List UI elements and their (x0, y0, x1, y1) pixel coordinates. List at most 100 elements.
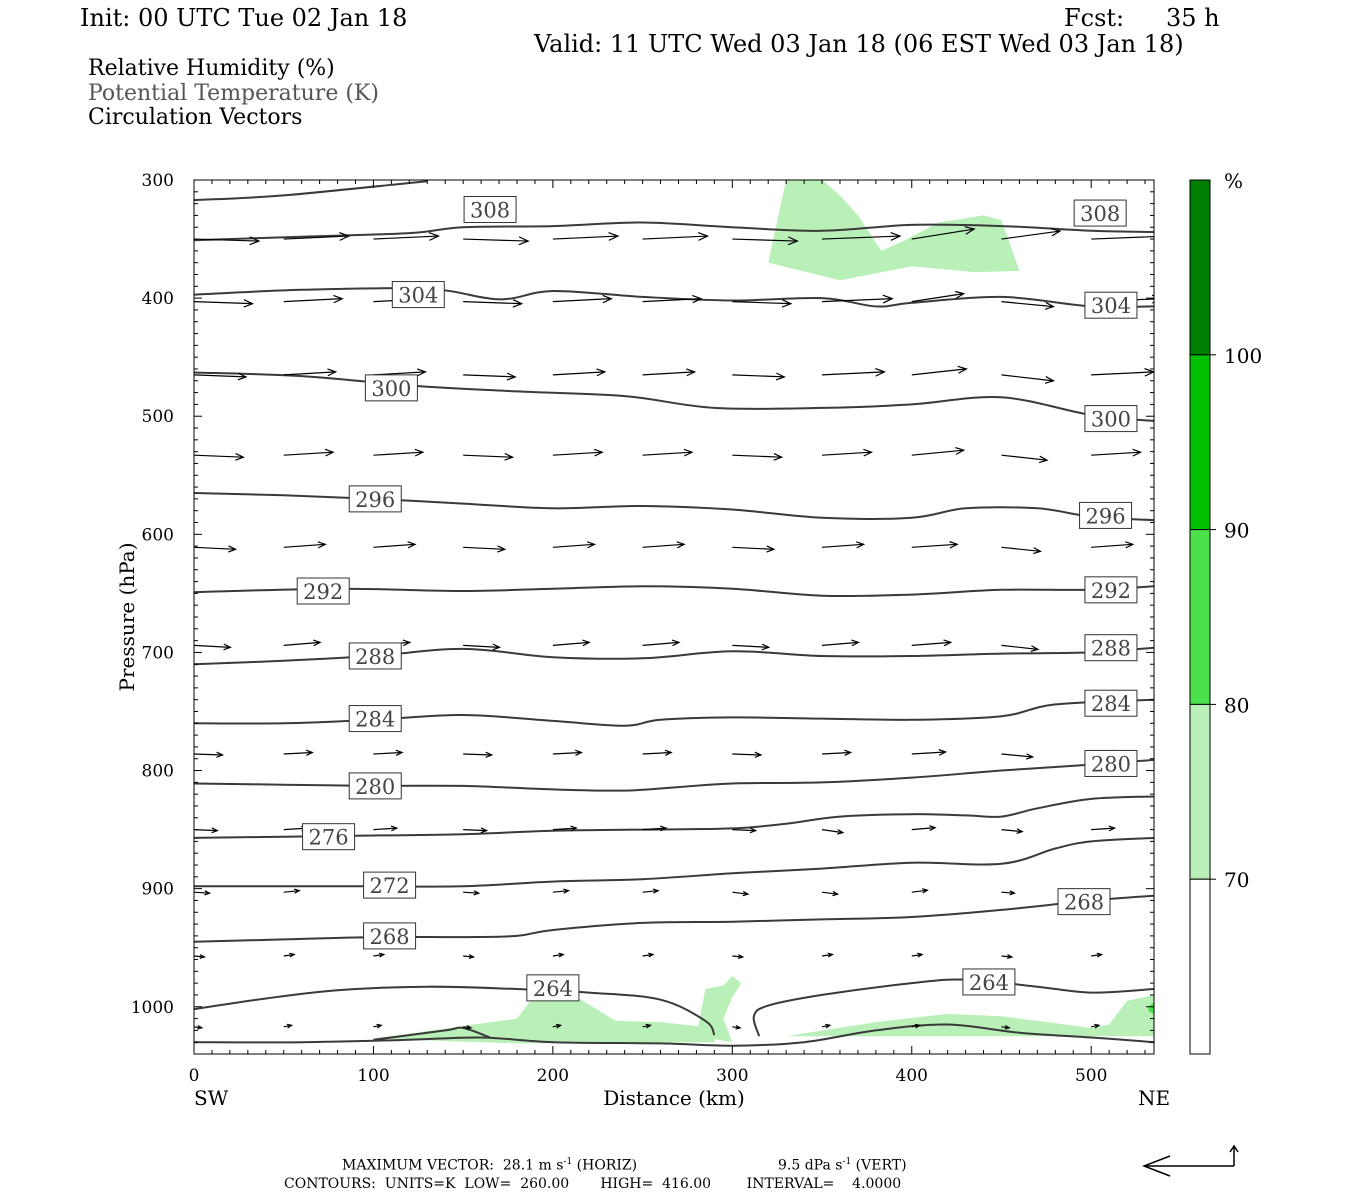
circulation-vector (1153, 640, 1190, 646)
colorbar-segment (1189, 529, 1211, 705)
vector-shaft (1153, 828, 1154, 830)
vector-shaft (1091, 827, 1115, 831)
circulation-vector (911, 365, 968, 376)
vector-head (594, 448, 604, 457)
circulation-vector (283, 1023, 294, 1029)
circulation-vector (911, 639, 953, 647)
isentrope-260 (194, 1023, 1154, 1047)
colorbar-segment (1189, 878, 1211, 1055)
vector-shaft (463, 301, 522, 305)
vector-shaft (1001, 301, 1054, 308)
vector-head (1125, 541, 1135, 549)
contour-label-box (526, 974, 580, 1002)
vector-head (742, 890, 750, 897)
vector-shaft (911, 449, 964, 456)
circulation-vector (732, 1024, 742, 1030)
vector-head (466, 1024, 473, 1030)
vector-shaft (732, 828, 756, 832)
vector-shaft (283, 953, 295, 957)
vector-shaft (552, 235, 618, 240)
vector-shaft (732, 955, 743, 958)
circulation-vector (463, 643, 502, 651)
circulation-vector (1091, 236, 1154, 240)
vector-shaft (194, 644, 231, 648)
vector-shaft (911, 228, 975, 240)
vector-head (1030, 645, 1040, 653)
circulation-vector (552, 825, 578, 832)
vector-head (1044, 376, 1056, 384)
circulation-vector (1001, 954, 1014, 960)
contour-label-box (348, 485, 402, 513)
contour-label-box (348, 705, 402, 733)
contour-label: 288 (1091, 637, 1131, 661)
vector-head (575, 749, 584, 756)
colorbar-level-label: 90 (1224, 519, 1249, 543)
vector-head (1096, 952, 1104, 958)
init-time: Init: 00 UTC Tue 02 Jan 18 (80, 4, 408, 32)
circulation-vector (1001, 546, 1043, 555)
circulation-vector (821, 829, 845, 835)
contour-label-box (962, 968, 1016, 996)
vector-head (286, 1023, 294, 1029)
vector-head (558, 952, 565, 958)
y-tick-label: 600 (142, 525, 174, 545)
circulation-vector (911, 749, 948, 756)
vector-head (602, 294, 613, 304)
vector-head (921, 888, 929, 894)
circulation-vector (552, 448, 604, 457)
circulation-vector (552, 639, 591, 647)
vector-shaft (1091, 953, 1102, 957)
vector-head (645, 1023, 652, 1029)
vector-head (243, 299, 255, 308)
field-relative-humidity: Relative Humidity (%) (88, 56, 335, 81)
contour-label: 296 (355, 488, 395, 512)
circulation-vector (283, 749, 314, 756)
vector-shaft (463, 644, 500, 648)
circulation-vector (194, 236, 261, 246)
contour-label: 284 (355, 708, 395, 732)
vector-head (1183, 640, 1190, 646)
vector-head (671, 639, 681, 647)
contour-label-box (1057, 888, 1111, 916)
circulation-vector (194, 643, 232, 651)
vector-shaft (642, 371, 695, 376)
contour-label: 268 (1064, 891, 1104, 915)
contour-label-box (363, 922, 417, 950)
vector-shaft (642, 543, 685, 548)
isentrope-288 (194, 646, 1154, 666)
circulation-vector (911, 825, 937, 831)
contour-label: 272 (370, 874, 410, 898)
isentrope-280 (194, 758, 1154, 792)
circulation-vector (283, 952, 296, 958)
circulation-vector (911, 226, 976, 240)
contour-label-box (348, 642, 402, 670)
circulation-vector (194, 827, 219, 834)
vector-head (497, 545, 507, 553)
vector-shaft (373, 451, 423, 456)
x-tick-label: 100 (357, 1066, 389, 1086)
vector-head (686, 368, 697, 377)
vector-head (1025, 753, 1035, 760)
vector-shaft (373, 953, 384, 957)
vector-head (324, 448, 335, 457)
vector-shaft (194, 301, 253, 305)
circulation-vector (1001, 454, 1049, 464)
vector-head (863, 448, 873, 457)
vector-shaft (194, 374, 247, 378)
vector-shaft (732, 238, 798, 242)
vector-shaft (1001, 546, 1041, 552)
vector-shaft (911, 751, 946, 755)
circulation-vector (642, 1023, 652, 1029)
vector-head (787, 236, 799, 246)
circulation-vector (283, 448, 335, 457)
vector-shaft (1091, 451, 1141, 456)
vector-head (390, 825, 399, 832)
vector-shaft (732, 891, 748, 895)
vector-head (1016, 828, 1024, 834)
vector-head (676, 541, 686, 549)
vector-shaft (642, 235, 708, 240)
circulation-vector (1153, 546, 1154, 548)
contour-label: 300 (1091, 408, 1131, 432)
vector-head (414, 448, 425, 457)
